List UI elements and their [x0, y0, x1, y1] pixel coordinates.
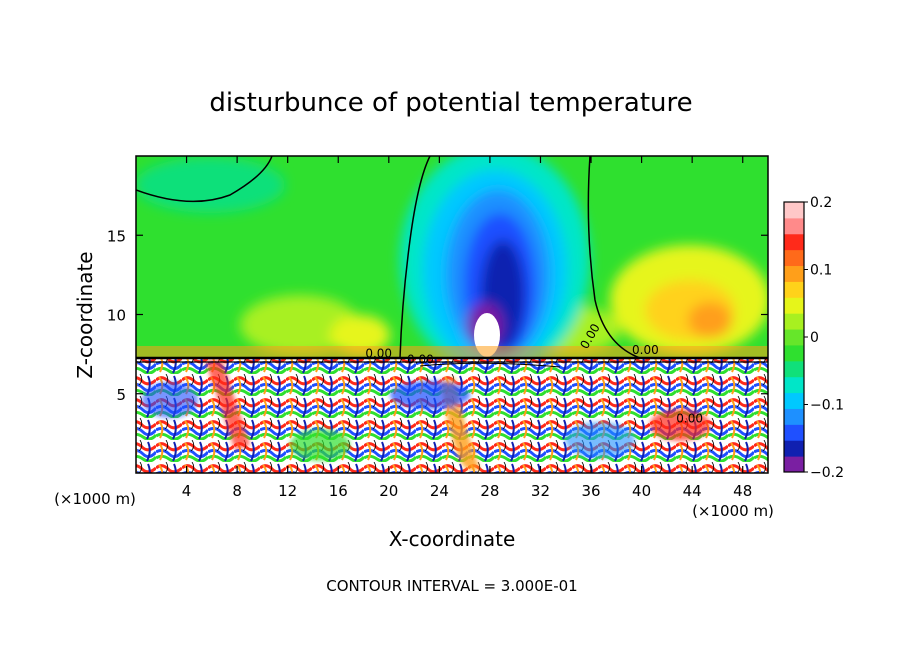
colorbar-swatch — [784, 297, 804, 314]
y-unit-label: (×1000 m) — [54, 490, 136, 508]
colorbar-swatch — [784, 249, 804, 267]
colorbar-swatch — [784, 265, 804, 282]
colorbar-tick-label: −0.2 — [810, 465, 844, 481]
colorbar-swatch — [784, 233, 804, 251]
colorbar-swatch — [784, 408, 804, 425]
y-tick-label: 10 — [107, 307, 126, 325]
x-tick-label: 32 — [531, 482, 550, 500]
x-tick-label: 48 — [733, 482, 752, 500]
colorbar-ticks: −0.2 −0.1 0 0.1 0.2 — [804, 195, 844, 481]
contour-label: 0.00 — [407, 353, 434, 367]
colorbar-swatch — [784, 360, 804, 378]
colorbar-swatch — [784, 344, 804, 362]
colorbar-tick-label: 0.1 — [810, 263, 832, 279]
colorbar-tick-label: 0.2 — [810, 195, 832, 211]
colorbar-tick-label: −0.1 — [810, 398, 844, 414]
y-tick-label: 5 — [116, 386, 126, 404]
x-tick-label: 8 — [232, 482, 242, 500]
contour-lines — [136, 156, 768, 368]
colorbar-swatch — [784, 456, 804, 473]
colorbar-swatch — [784, 329, 804, 346]
x-axis-ticks: 4 8 12 16 20 24 28 32 36 40 44 48 — [182, 156, 752, 500]
x-tick-label: 24 — [430, 482, 449, 500]
colorbar-swatch — [784, 392, 804, 409]
colorbar-swatch — [784, 440, 804, 457]
x-tick-label: 44 — [683, 482, 702, 500]
colorbar — [784, 202, 804, 473]
x-tick-label: 12 — [278, 482, 297, 500]
colorbar-tick-label: 0 — [810, 330, 819, 346]
plot-area — [136, 156, 768, 473]
x-axis-title: X-coordinate — [389, 527, 516, 551]
colorbar-swatch — [784, 376, 804, 394]
colorbar-swatch — [784, 281, 804, 298]
x-tick-label: 28 — [480, 482, 499, 500]
colorbar-swatch — [784, 424, 804, 441]
contour-interval-note: CONTOUR INTERVAL = 3.000E-01 — [326, 577, 577, 595]
y-tick-label: 15 — [107, 227, 126, 245]
x-tick-label: 20 — [379, 482, 398, 500]
contour-label: 0.00 — [676, 411, 703, 425]
y-axis-title: Z-coordinate — [73, 251, 97, 378]
x-tick-label: 4 — [182, 482, 192, 500]
colorbar-swatch — [784, 313, 804, 330]
colorbar-swatch — [784, 202, 804, 219]
edge-band — [136, 346, 768, 358]
x-tick-label: 16 — [329, 482, 348, 500]
y-axis-ticks: 5 10 15 — [107, 227, 768, 404]
x-tick-label: 40 — [632, 482, 651, 500]
chart-title: disturbunce of potential temperature — [209, 88, 692, 118]
lower-field-features — [142, 360, 710, 470]
contour-label: 0.00 — [365, 346, 392, 360]
colorbar-swatch — [784, 217, 804, 235]
field-shading — [136, 156, 768, 375]
x-unit-label: (×1000 m) — [692, 502, 774, 520]
x-tick-label: 36 — [581, 482, 600, 500]
contour-label: 0.00 — [632, 343, 659, 357]
